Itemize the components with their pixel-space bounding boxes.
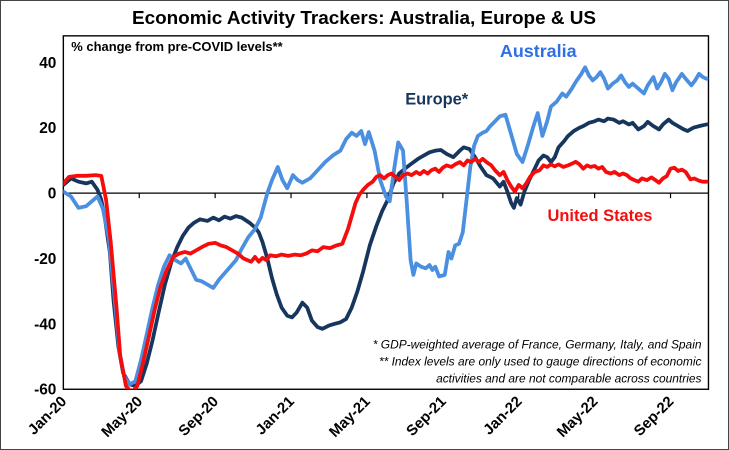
- y-tick-label: 20: [39, 120, 56, 137]
- x-tick-label: May-20: [98, 393, 146, 441]
- australia-line: [63, 65, 709, 387]
- europe-series-label: Europe*: [405, 91, 469, 109]
- x-tick-label: Sep-21: [403, 393, 450, 440]
- x-axis-tick-marks: [62, 193, 672, 199]
- y-tick-label: 0: [48, 186, 57, 203]
- x-axis-tick-labels: Jan-20 May-20 Sep-20 Jan-21 May-21 Sep-21 Jan-…: [25, 393, 678, 441]
- y-tick-label: 40: [39, 55, 56, 72]
- footnote-line-2: ** Index levels are only used to gauge d…: [379, 354, 702, 368]
- footnote-line-3: activities and are not comparable across…: [436, 371, 701, 385]
- y-tick-label: -60: [34, 382, 56, 399]
- subtitle-annotation: % change from pre-COVID levels**: [71, 39, 283, 54]
- footnote-line-1: * GDP-weighted average of France, German…: [373, 337, 702, 351]
- x-tick-label: Jan-21: [252, 393, 297, 438]
- europe-line: [63, 116, 709, 388]
- y-tick-label: -20: [34, 251, 56, 268]
- chart-title: Economic Activity Trackers: Australia, E…: [132, 8, 596, 29]
- y-axis-tick-labels: 40 20 0 -20 -40 -60: [34, 55, 56, 399]
- x-tick-label: Jan-20: [25, 393, 70, 438]
- x-tick-label: May-21: [326, 393, 374, 441]
- australia-series-label: Australia: [500, 41, 578, 61]
- plot-area-border: [62, 35, 710, 390]
- x-tick-label: Sep-22: [631, 393, 678, 440]
- x-tick-label: Sep-20: [175, 393, 222, 440]
- series-group: [63, 65, 709, 390]
- x-tick-label: May-22: [554, 393, 602, 441]
- x-tick-label: Jan-22: [480, 393, 525, 438]
- united-states-series-label: United States: [548, 207, 653, 225]
- y-tick-label: -40: [34, 316, 56, 333]
- united-states-line: [63, 156, 709, 390]
